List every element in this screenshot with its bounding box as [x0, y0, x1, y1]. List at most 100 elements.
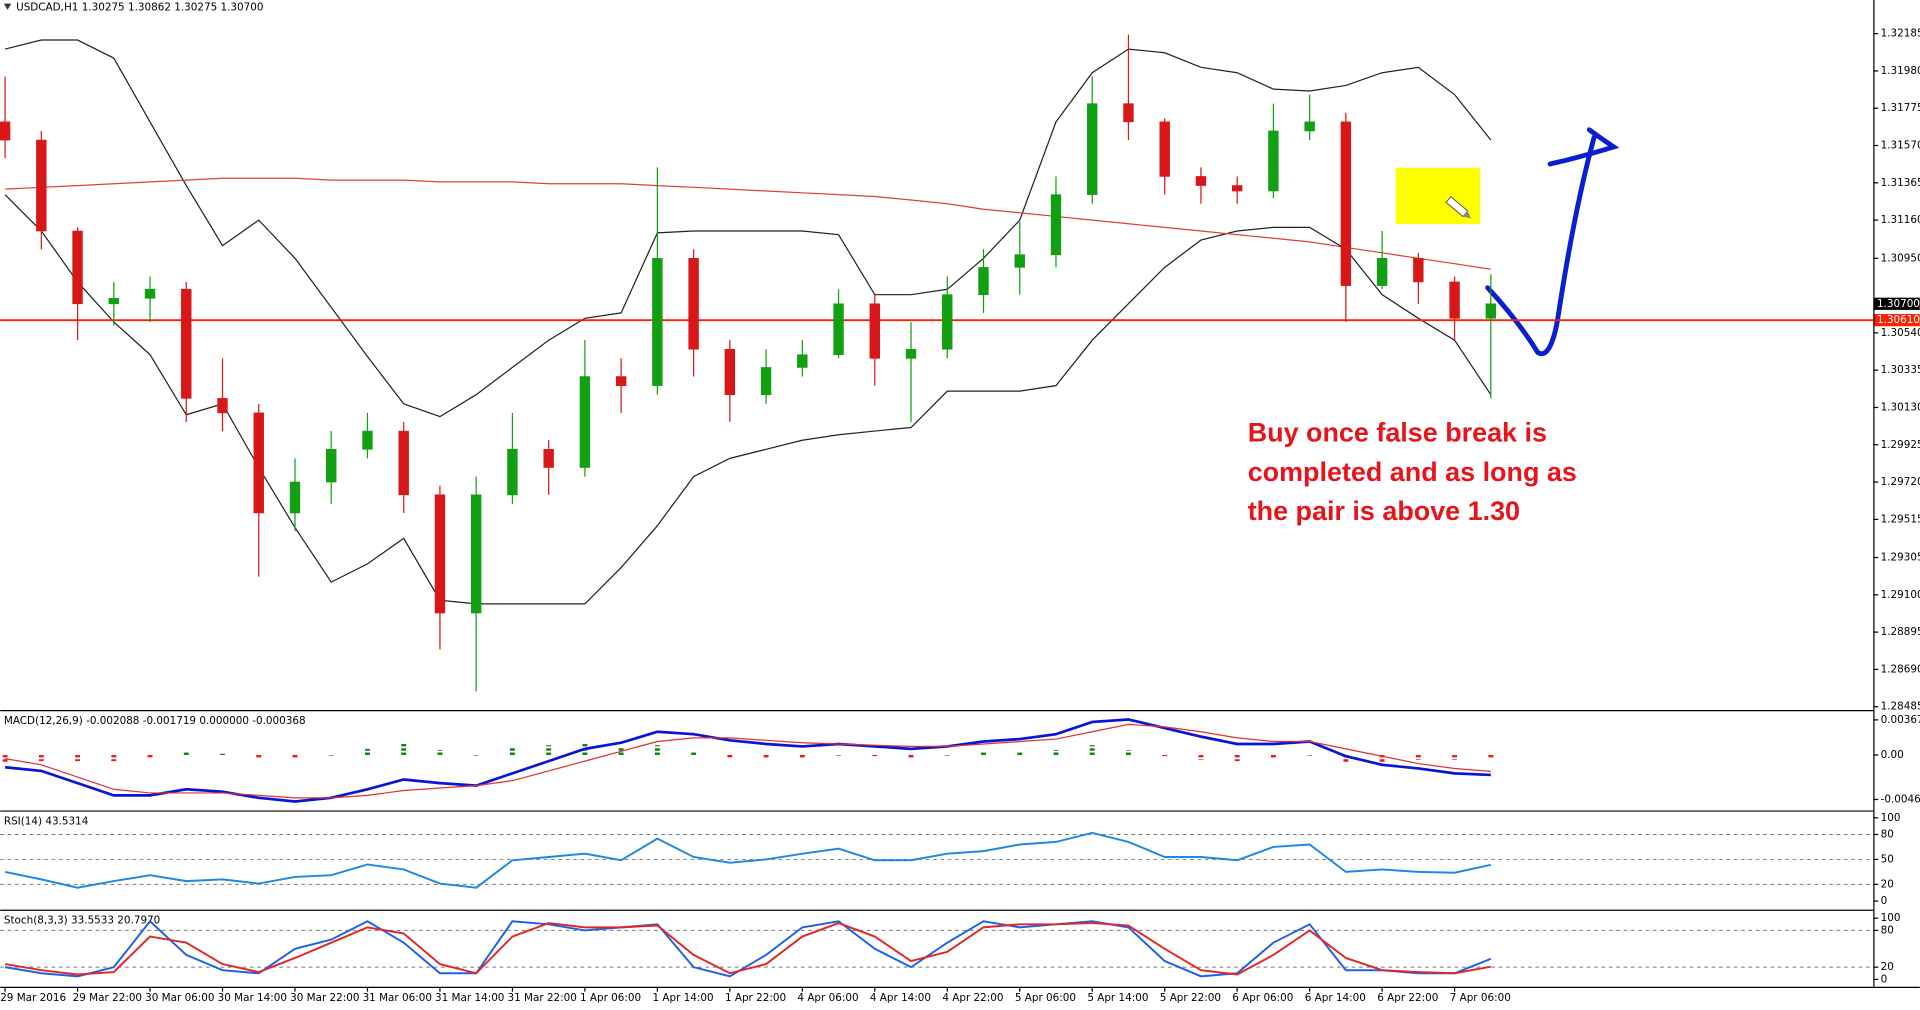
x-tick-label: 31 Mar 14:00	[435, 992, 504, 1004]
pencil-tip	[1462, 210, 1471, 219]
candle-body	[724, 348, 736, 396]
y-tick-label: 1.29720	[1881, 476, 1920, 488]
candle-body	[1159, 121, 1170, 177]
indicator-line	[4, 922, 1492, 976]
candle-body	[869, 303, 880, 359]
indicator-line	[4, 919, 1492, 978]
candle-body	[253, 412, 264, 514]
chart-title: USDCAD,H1 1.30275 1.30862 1.30275 1.3070…	[16, 1, 263, 13]
candle-body	[1413, 257, 1424, 283]
y-tick-label: 1.30130	[1881, 401, 1920, 413]
y-tick-label: 100	[1881, 912, 1901, 924]
x-tick-label: 29 Mar 22:00	[73, 992, 142, 1004]
annotation: completed and as long as	[1248, 457, 1577, 487]
candle-body	[760, 367, 772, 396]
candle-body	[1087, 103, 1098, 195]
x-tick-label: 31 Mar 22:00	[508, 992, 577, 1004]
y-tick-label: 1.29305	[1881, 552, 1920, 564]
y-tick-label: 1.31570	[1881, 140, 1920, 152]
support-price-label: 1.30610	[1877, 314, 1920, 326]
last-price-label: 1.30700	[1877, 298, 1920, 310]
candle-body	[507, 449, 518, 496]
candle-body	[1231, 185, 1243, 192]
candle-body	[0, 121, 11, 141]
candle-body	[797, 354, 808, 368]
x-tick-label: 7 Apr 06:00	[1450, 992, 1511, 1004]
candle-body	[579, 376, 591, 468]
y-tick-label: 20	[1881, 961, 1894, 973]
symbol-icon	[3, 3, 12, 10]
candle-body	[1485, 303, 1497, 319]
x-tick-label: 1 Apr 14:00	[652, 992, 713, 1004]
x-tick-label: 4 Apr 06:00	[797, 992, 858, 1004]
y-tick-label: 1.30335	[1881, 364, 1920, 376]
candle-body	[326, 449, 337, 483]
indicator-line	[5, 177, 1491, 270]
y-tick-label: 1.28690	[1881, 663, 1920, 675]
indicator-line	[4, 831, 1492, 889]
y-tick-label: 0.00367	[1881, 714, 1920, 726]
y-tick-label: 1.31775	[1881, 102, 1920, 114]
candle-body	[289, 481, 301, 514]
pencil-icon	[1445, 196, 1471, 219]
y-tick-label: 0	[1881, 895, 1888, 907]
x-tick-label: 6 Apr 14:00	[1305, 992, 1366, 1004]
x-tick-label: 30 Mar 22:00	[290, 992, 359, 1004]
y-tick-label: 1.31980	[1881, 65, 1920, 77]
indicator-line	[4, 723, 1491, 799]
candle-body	[688, 257, 699, 350]
y-tick-label: 1.29925	[1881, 439, 1920, 451]
annotation: the pair is above 1.30	[1248, 496, 1520, 526]
x-tick-label: 29 Mar 2016	[0, 992, 66, 1004]
y-tick-label: 50	[1881, 853, 1894, 865]
candle-body	[1449, 281, 1460, 319]
y-tick-label: 100	[1881, 812, 1901, 824]
y-tick-label: 1.31160	[1881, 214, 1920, 226]
candle-body	[1014, 254, 1025, 268]
y-tick-label: 1.28895	[1881, 626, 1920, 638]
candle-body	[1304, 121, 1315, 132]
x-tick-label: 30 Mar 06:00	[145, 992, 214, 1004]
macd-title: MACD(12,26,9) -0.002088 -0.001719 0.0000…	[4, 715, 306, 727]
candle-body	[1123, 103, 1134, 123]
candle-body	[108, 298, 120, 305]
support-price-box	[1874, 314, 1920, 327]
candle-body	[144, 288, 156, 299]
y-tick-label: 1.30540	[1881, 327, 1920, 339]
indicator-line	[4, 194, 1492, 605]
x-tick-label: 31 Mar 06:00	[363, 992, 432, 1004]
last-price-box	[1874, 297, 1920, 310]
x-tick-label: 30 Mar 14:00	[218, 992, 287, 1004]
candle-body	[905, 348, 917, 359]
candle-body	[434, 494, 446, 614]
candle-body	[72, 230, 83, 305]
x-tick-label: 1 Apr 22:00	[725, 992, 786, 1004]
x-tick-label: 5 Apr 06:00	[1015, 992, 1076, 1004]
candle-body	[1340, 121, 1352, 286]
x-tick-label: 6 Apr 06:00	[1232, 992, 1293, 1004]
y-tick-label: 1.32185	[1881, 28, 1920, 40]
candle-body	[978, 267, 989, 295]
y-tick-label: 1.29515	[1881, 513, 1920, 525]
candle-body	[1050, 194, 1062, 255]
drawn-arrow	[1485, 134, 1597, 357]
x-tick-label: 1 Apr 06:00	[580, 992, 641, 1004]
candle-body	[615, 376, 627, 386]
frame	[0, 0, 1920, 988]
candle-body	[833, 303, 844, 356]
y-tick-label: 0	[1881, 973, 1888, 985]
candle-body	[1376, 257, 1388, 286]
annotation: Buy once false break is	[1248, 418, 1547, 448]
candle-body	[470, 494, 482, 614]
y-tick-label: 1.30950	[1881, 252, 1920, 264]
candle-body	[1268, 130, 1279, 192]
y-tick-label: -0.00465	[1881, 793, 1920, 805]
candle-body	[217, 398, 228, 414]
rsi-title: RSI(14) 43.5314	[4, 815, 89, 827]
x-tick-label: 4 Apr 22:00	[942, 992, 1003, 1004]
stoch-title: Stoch(8,3,3) 33.5533 20.7970	[4, 915, 160, 927]
indicator-line	[4, 39, 1492, 418]
x-tick-label: 5 Apr 14:00	[1087, 992, 1148, 1004]
